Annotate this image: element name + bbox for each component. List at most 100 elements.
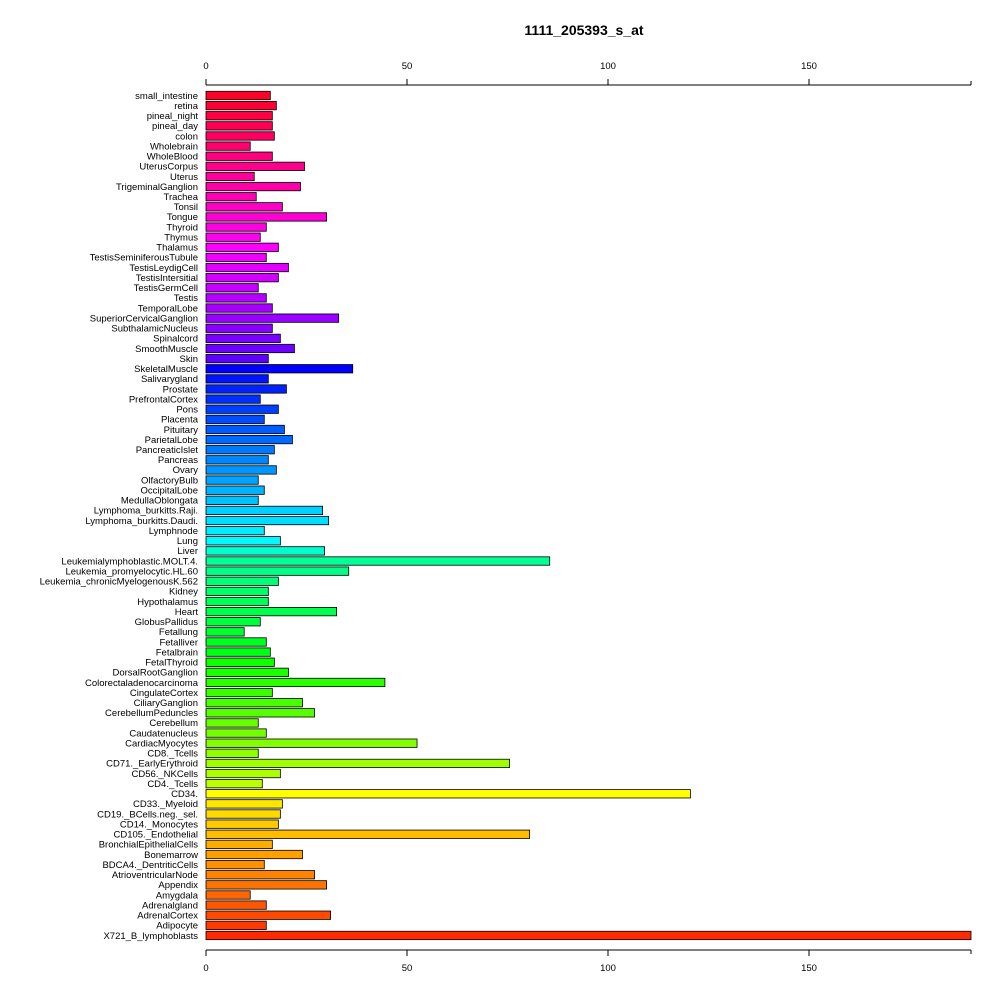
bar	[205, 323, 273, 333]
bar	[205, 910, 332, 920]
category-label: Heart	[175, 607, 199, 618]
bar-series	[205, 90, 972, 941]
category-label: CD56._NKCells	[131, 769, 198, 780]
category-label: UterusCorpus	[139, 162, 198, 173]
category-label: WholeBlood	[147, 152, 198, 163]
category-label: colon	[175, 131, 198, 142]
bar	[205, 526, 265, 536]
category-label: Lymphoma_burkitts.Daudi.	[85, 516, 198, 527]
bar	[205, 687, 273, 698]
bar	[205, 860, 265, 870]
category-label: Trachea	[164, 192, 199, 203]
bar	[205, 404, 279, 414]
axis-tick-label: 150	[801, 61, 817, 72]
category-label: CD19._BCells.neg._sel.	[97, 809, 198, 820]
category-label: Lung	[177, 536, 198, 547]
category-label: Prostate	[163, 384, 198, 395]
category-label: Cerebellum	[149, 718, 198, 729]
category-label: small_intestine	[135, 91, 198, 102]
bar	[205, 161, 305, 171]
bar	[205, 303, 273, 313]
bar	[205, 849, 303, 860]
bar	[205, 799, 283, 809]
category-label: Pons	[176, 405, 198, 416]
category-label: SubthalamicNucleus	[111, 324, 198, 335]
bar	[205, 617, 261, 627]
bar	[205, 374, 269, 384]
category-label: CardiacMyocytes	[125, 738, 198, 749]
category-label: TestisGermCell	[134, 283, 198, 294]
bar	[205, 333, 281, 343]
category-label: PancreaticIslet	[136, 445, 199, 456]
category-label: Lymphnode	[149, 526, 198, 537]
category-label: Leukemia_chronicMyelogenousK.562	[40, 577, 198, 588]
bar	[205, 273, 279, 283]
bar	[205, 232, 261, 242]
bar	[205, 192, 257, 202]
category-label: Leukemialymphoblastic.MOLT.4.	[61, 556, 198, 567]
category-label: CD8._Tcells	[147, 749, 198, 760]
bar	[205, 283, 259, 293]
bar	[205, 384, 287, 394]
category-label: CD71._EarlyErythroid	[106, 759, 198, 770]
bar	[205, 515, 330, 526]
bar	[205, 101, 277, 111]
chart-title: 1111_205393_s_at	[524, 22, 643, 38]
category-label: TrigeminalGanglion	[116, 182, 198, 193]
category-label: Uterus	[170, 172, 198, 183]
bar	[205, 870, 315, 880]
category-label: CD14._Monocytes	[120, 819, 198, 830]
category-label: Testis	[174, 293, 199, 304]
bar	[205, 485, 265, 495]
bar	[205, 293, 267, 303]
bar	[205, 242, 279, 252]
bar	[205, 252, 267, 263]
axis-tick-label: 0	[203, 963, 208, 974]
bar	[205, 181, 301, 192]
category-label: CD34.	[171, 789, 198, 800]
category-label: SmoothMuscle	[135, 344, 198, 355]
category-label: Spinalcord	[153, 334, 198, 345]
bar	[205, 789, 691, 799]
category-label: DorsalRootGanglion	[112, 668, 198, 679]
bar	[205, 414, 265, 424]
bar	[205, 505, 323, 516]
category-label: Tonsil	[174, 202, 198, 213]
category-label: TestisIntersitial	[136, 273, 198, 284]
category-label: Thymus	[164, 232, 198, 243]
bar	[205, 111, 273, 121]
category-label: CerebellumPeduncles	[105, 708, 198, 719]
bar	[205, 758, 510, 769]
bar	[205, 748, 259, 758]
category-label: Pancreas	[158, 455, 198, 466]
category-label: PrefrontalCortex	[129, 394, 198, 405]
bar	[205, 708, 315, 718]
category-label: Fetalbrain	[156, 647, 198, 658]
bar	[205, 627, 245, 637]
bar	[205, 262, 289, 273]
bar	[205, 475, 259, 485]
category-label: retina	[174, 101, 198, 112]
category-label: SuperiorCervicalGanglion	[90, 313, 198, 324]
bar	[205, 424, 285, 435]
bar	[205, 131, 275, 141]
category-label: Pituitary	[164, 425, 199, 436]
bar	[205, 434, 293, 445]
category-label: CD4._Tcells	[147, 779, 198, 790]
bar	[205, 728, 267, 738]
category-label: Thyroid	[166, 222, 198, 233]
bar	[205, 607, 338, 617]
bar	[205, 819, 279, 829]
category-label: TestisLeydigCell	[129, 263, 198, 274]
category-label: OccipitalLobe	[140, 485, 198, 496]
bar	[205, 465, 277, 475]
bar	[205, 212, 327, 222]
category-label: Tongue	[167, 212, 198, 223]
category-label: CD105._Endothelial	[113, 830, 198, 841]
category-label: Colorectaladenocarcinoma	[85, 678, 199, 689]
bar	[205, 394, 261, 404]
bar	[205, 90, 271, 101]
category-label: Caudatenucleus	[129, 728, 198, 739]
bar	[205, 171, 255, 182]
category-label: Ovary	[173, 465, 199, 476]
